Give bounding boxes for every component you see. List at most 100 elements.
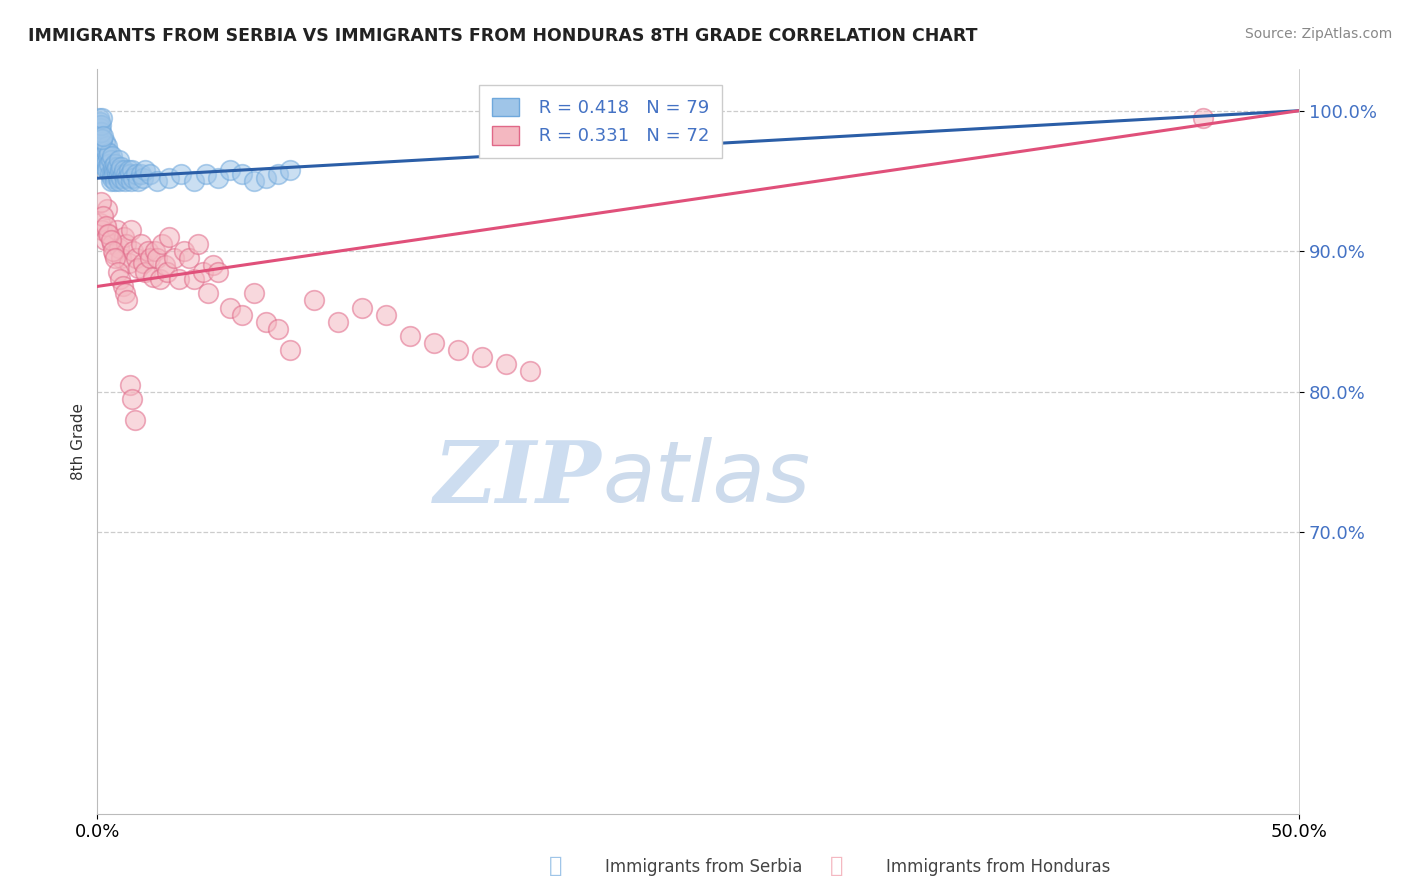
Point xyxy=(94,219,117,233)
Point xyxy=(93,143,115,157)
Point xyxy=(495,357,517,371)
Point xyxy=(94,153,117,167)
Point xyxy=(183,174,205,188)
Point xyxy=(117,255,139,269)
Point xyxy=(100,167,122,181)
Point xyxy=(207,265,229,279)
Point xyxy=(218,162,240,177)
Point xyxy=(104,157,127,171)
Text: Source: ZipAtlas.com: Source: ZipAtlas.com xyxy=(1244,27,1392,41)
Point xyxy=(104,174,127,188)
Point xyxy=(149,272,172,286)
Point xyxy=(89,216,111,230)
Point xyxy=(108,272,131,286)
Point xyxy=(159,230,181,244)
Point xyxy=(105,160,128,174)
Point xyxy=(218,301,240,315)
Point xyxy=(93,149,115,163)
Point xyxy=(114,174,136,188)
Point xyxy=(91,128,114,143)
Point xyxy=(98,227,121,242)
Point xyxy=(107,171,129,186)
Point xyxy=(231,308,253,322)
Point xyxy=(100,153,122,167)
Point xyxy=(108,153,131,167)
Point xyxy=(93,135,115,149)
Point xyxy=(93,233,115,247)
Point xyxy=(266,321,288,335)
Point xyxy=(132,255,155,269)
Point xyxy=(167,272,190,286)
Point xyxy=(173,244,195,259)
Point xyxy=(98,167,121,181)
Point xyxy=(112,162,135,177)
Point xyxy=(242,174,264,188)
Point xyxy=(242,286,264,301)
Point xyxy=(100,233,122,247)
Point xyxy=(91,223,114,237)
Point xyxy=(90,125,112,139)
Point xyxy=(278,343,301,357)
Point xyxy=(127,174,149,188)
Point xyxy=(398,328,420,343)
Point xyxy=(1192,111,1215,125)
Point xyxy=(163,252,186,266)
Point xyxy=(127,261,149,276)
Text: atlas: atlas xyxy=(602,437,810,520)
Point xyxy=(117,293,139,308)
Point xyxy=(100,149,122,163)
Point xyxy=(134,265,156,279)
Y-axis label: 8th Grade: 8th Grade xyxy=(72,402,86,480)
Point xyxy=(110,252,132,266)
Point xyxy=(89,135,111,149)
Point xyxy=(170,167,193,181)
Point xyxy=(120,223,142,237)
Point xyxy=(122,171,145,186)
Point xyxy=(143,244,166,259)
Point xyxy=(134,162,156,177)
Point xyxy=(89,118,111,132)
Point xyxy=(108,174,131,188)
Point xyxy=(90,195,112,210)
Point xyxy=(107,167,129,181)
Point xyxy=(201,258,224,272)
Text: ZIP: ZIP xyxy=(434,436,602,520)
Point xyxy=(136,244,159,259)
Point xyxy=(207,171,229,186)
Point xyxy=(266,167,288,181)
Point xyxy=(90,138,112,153)
Point xyxy=(121,392,143,406)
Point xyxy=(447,343,470,357)
Point xyxy=(254,171,277,186)
Point xyxy=(96,160,118,174)
Point xyxy=(125,167,148,181)
Point xyxy=(183,272,205,286)
Point xyxy=(89,128,111,143)
Point xyxy=(90,118,112,132)
Point xyxy=(91,145,114,160)
Point xyxy=(302,293,325,308)
Point xyxy=(105,167,128,181)
Point xyxy=(122,244,145,259)
Point xyxy=(94,145,117,159)
Point xyxy=(115,237,138,252)
Point xyxy=(191,265,214,279)
Point xyxy=(87,111,110,125)
Point xyxy=(97,145,120,160)
Point xyxy=(326,314,349,328)
Point xyxy=(177,252,200,266)
Point xyxy=(93,160,115,174)
Point xyxy=(150,237,173,252)
Point xyxy=(197,286,219,301)
Point xyxy=(278,162,301,177)
Point xyxy=(107,265,129,279)
Point xyxy=(103,247,125,261)
Point xyxy=(156,265,179,279)
Point xyxy=(423,335,446,350)
Point xyxy=(254,314,277,328)
Point xyxy=(114,286,136,301)
Point xyxy=(124,413,146,427)
Point xyxy=(89,115,111,129)
Point xyxy=(104,252,127,266)
Point xyxy=(97,227,120,242)
